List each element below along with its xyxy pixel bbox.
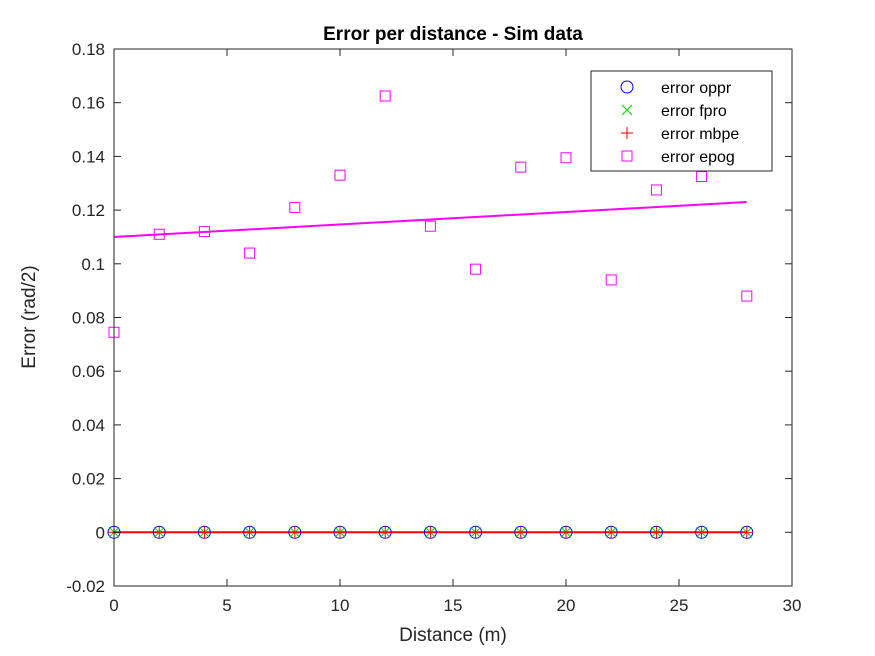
y-tick-label: 0.1 <box>81 255 105 274</box>
point-error-mbpe-8 <box>469 526 482 539</box>
y-axis-label: Error (rad/2) <box>19 265 40 368</box>
point-error-epog-7 <box>424 220 436 232</box>
legend-label: error oppr <box>661 80 732 97</box>
x-tick-label: 20 <box>557 596 576 615</box>
axes: 0 5 10 15 20 25 30-0.0200.020.040.060.080.10.1… <box>66 40 801 615</box>
legend-entry-error-mbpe: error mbpe <box>621 126 739 143</box>
point-error-epog-8 <box>470 263 482 275</box>
series-error-mbpe <box>108 526 753 539</box>
point-error-mbpe-7 <box>424 526 437 539</box>
point-error-epog-1 <box>153 228 165 240</box>
y-tick-label: 0.02 <box>72 470 105 489</box>
legend-marker-error-oppr <box>620 80 634 94</box>
legend-entry-error-epog: error epog <box>621 149 735 166</box>
point-error-mbpe-4 <box>288 526 301 539</box>
fit-line-0 <box>113 201 747 238</box>
x-tick-label: 30 <box>783 596 802 615</box>
point-error-mbpe-3 <box>243 526 256 539</box>
legend-label: error fpro <box>661 103 727 120</box>
x-tick-label: 25 <box>670 596 689 615</box>
y-tick-label: 0.04 <box>72 416 105 435</box>
x-axis-label: Distance (m) <box>399 625 507 646</box>
point-error-epog-12 <box>650 184 662 196</box>
x-tick-label: 15 <box>444 596 463 615</box>
legend-entry-error-oppr: error oppr <box>620 80 732 97</box>
y-tick-label: -0.02 <box>66 577 105 596</box>
point-error-epog-3 <box>244 247 256 259</box>
x-tick-label: 5 <box>222 596 231 615</box>
point-error-mbpe-1 <box>153 526 166 539</box>
y-tick-label: 0.12 <box>72 201 105 220</box>
point-error-mbpe-9 <box>514 526 527 539</box>
y-tick-label: 0.16 <box>72 94 105 113</box>
legend-label: error epog <box>661 149 735 166</box>
point-error-epog-2 <box>198 226 210 238</box>
point-error-epog-14 <box>741 290 753 302</box>
y-tick-label: 0.18 <box>72 40 105 59</box>
legend-marker-error-mbpe <box>621 127 633 139</box>
point-error-mbpe-6 <box>379 526 392 539</box>
legend-marker-error-epog <box>621 150 633 162</box>
point-error-epog-9 <box>515 161 527 173</box>
point-error-epog-6 <box>379 90 391 102</box>
legend-label: error mbpe <box>661 126 739 143</box>
y-tick-label: 0.08 <box>72 309 105 328</box>
legend-marker-error-fpro <box>621 104 633 116</box>
point-error-mbpe-2 <box>198 526 211 539</box>
chart-title: Error per distance - Sim data <box>323 24 583 45</box>
point-error-epog-5 <box>334 169 346 181</box>
point-error-mbpe-11 <box>605 526 618 539</box>
y-tick-label: 0.14 <box>72 147 105 166</box>
x-tick-label: 0 <box>109 596 118 615</box>
x-tick-label: 10 <box>331 596 350 615</box>
legend-entry-error-fpro: error fpro <box>621 103 727 120</box>
point-error-epog-10 <box>560 152 572 164</box>
point-error-mbpe-13 <box>695 526 708 539</box>
point-error-epog-13 <box>696 171 708 183</box>
data-marks <box>107 90 754 539</box>
point-error-mbpe-10 <box>560 526 572 539</box>
point-error-mbpe-12 <box>650 526 663 539</box>
y-tick-label: 0.06 <box>72 362 105 381</box>
point-error-epog-11 <box>605 274 617 286</box>
y-tick-label: 0 <box>96 523 105 542</box>
legend-items: error oppr error fpro error mbpe error epog <box>620 80 739 166</box>
point-error-mbpe-14 <box>740 526 753 539</box>
point-error-mbpe-5 <box>334 526 346 539</box>
legend: error oppr error fpro error mbpe error epog <box>590 70 773 172</box>
point-error-epog-4 <box>289 201 301 213</box>
